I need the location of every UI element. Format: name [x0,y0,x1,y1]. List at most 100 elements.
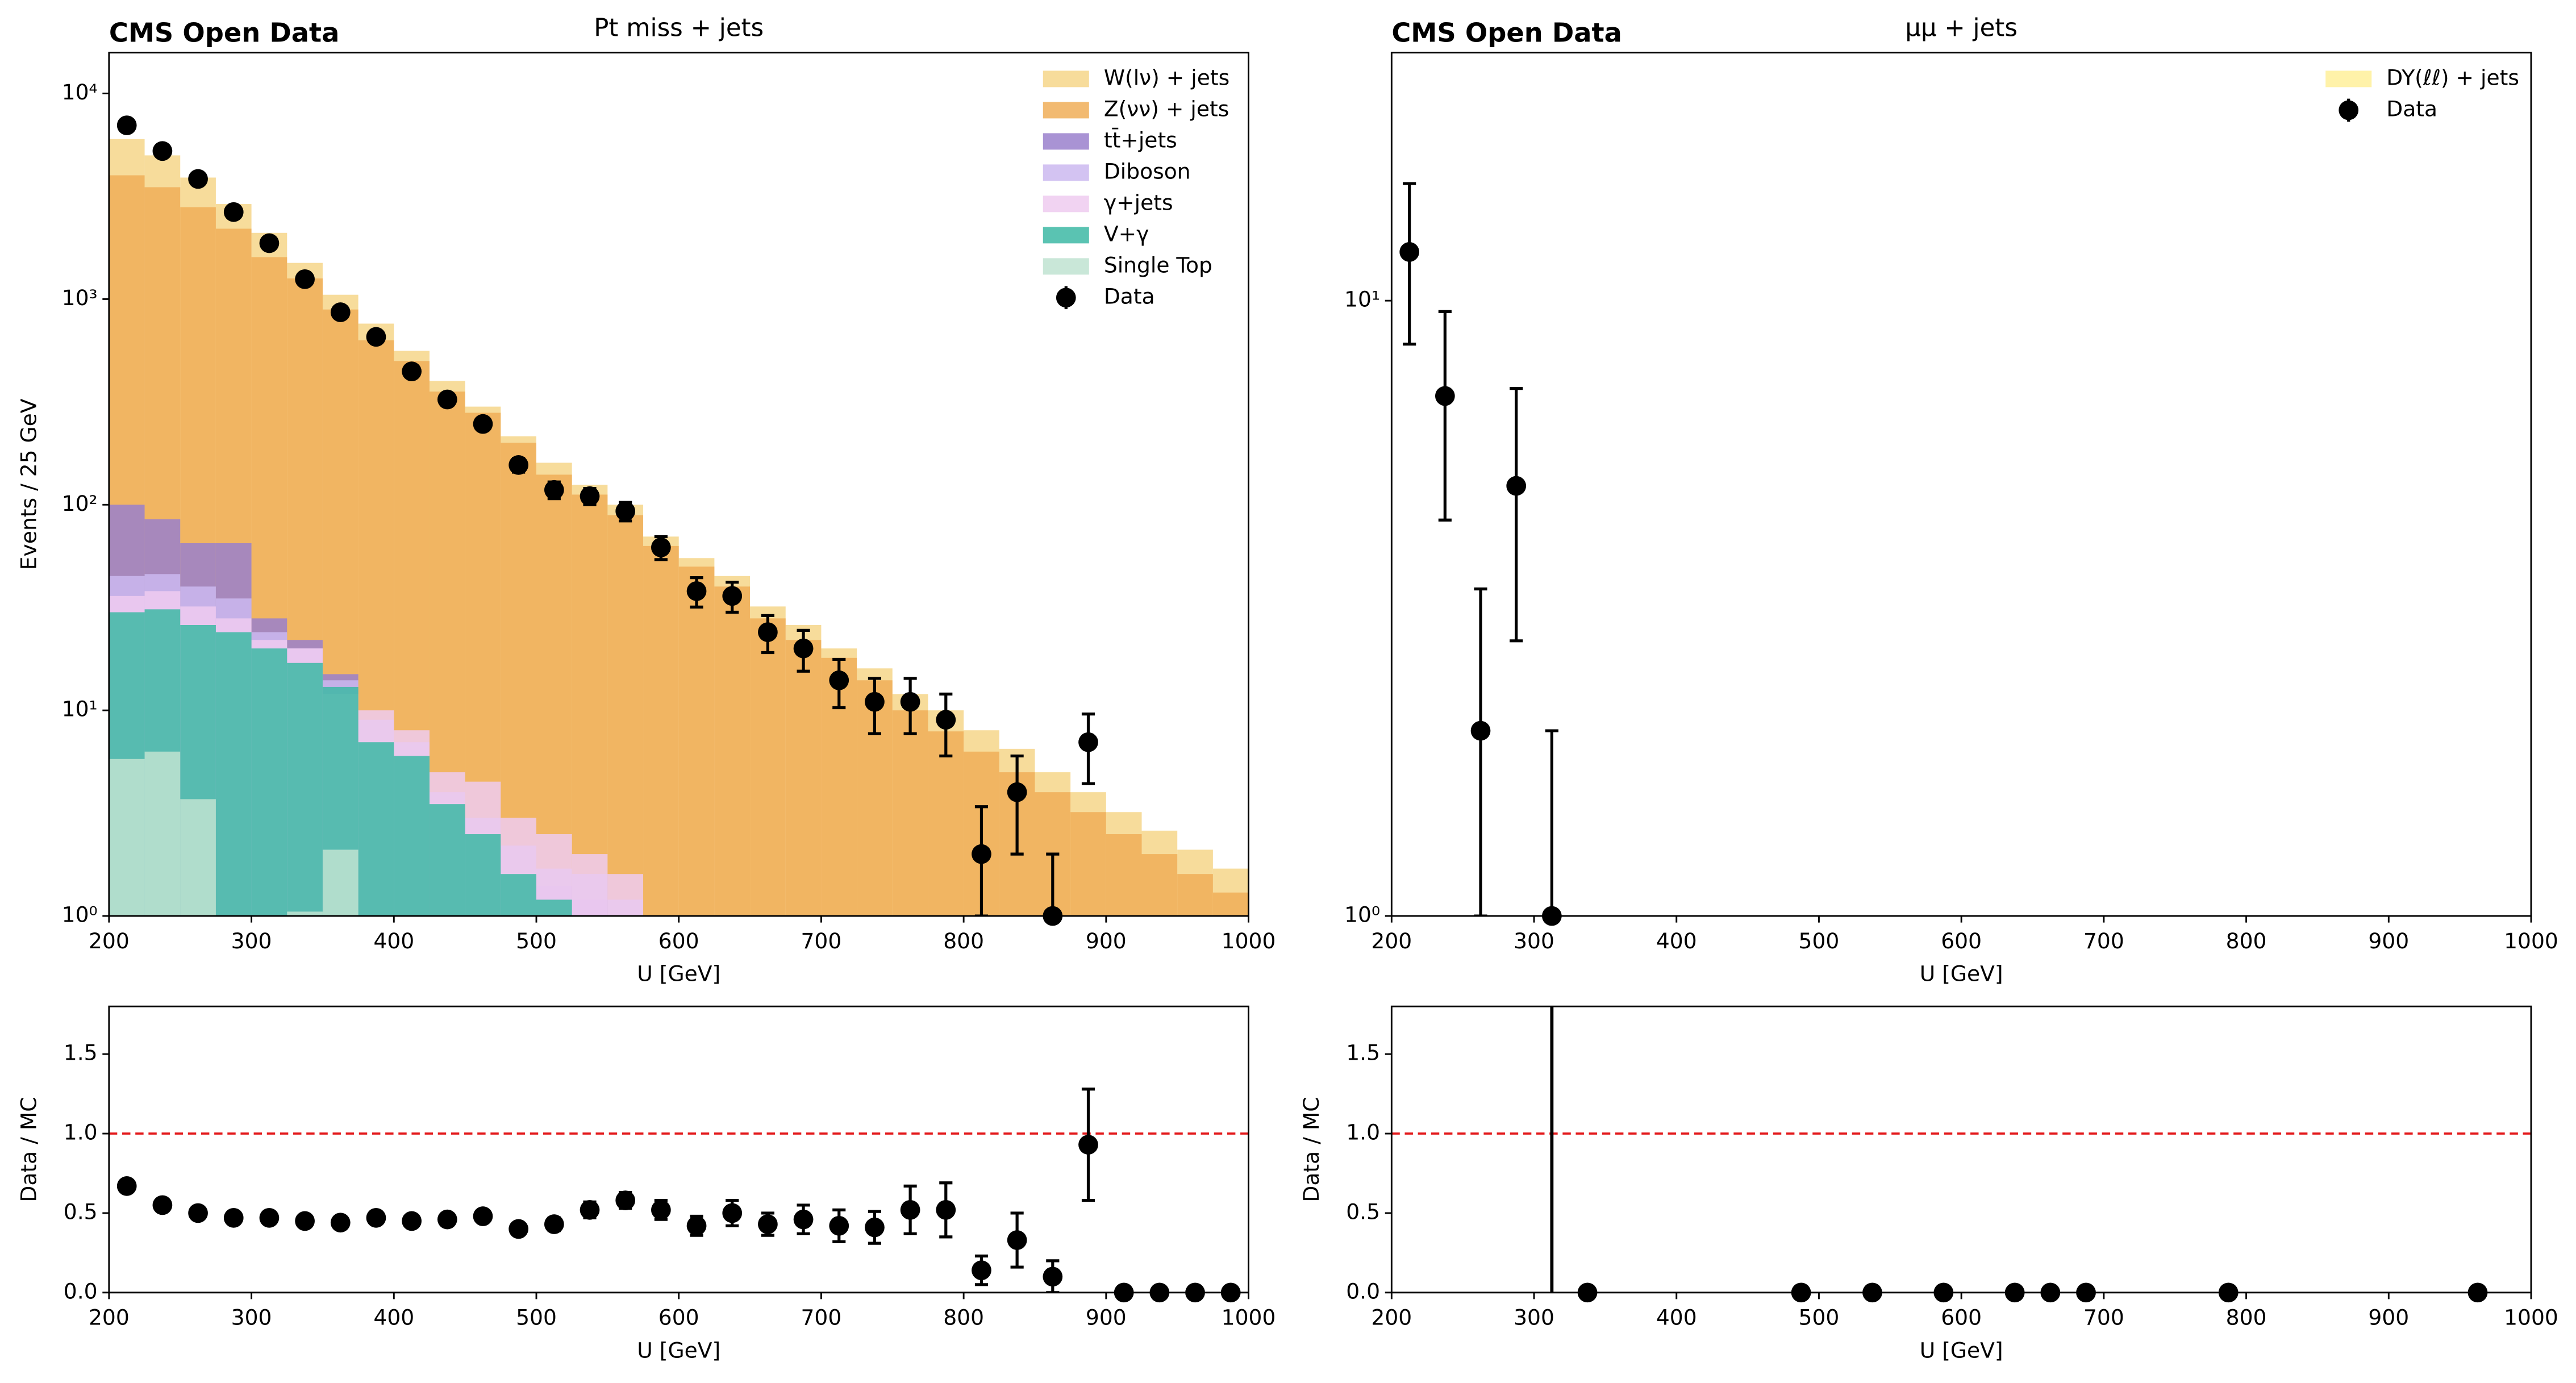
data-point [223,202,244,222]
data-point [580,1199,600,1220]
hist-bar [215,632,252,917]
x-tick-label: 700 [2083,1305,2124,1330]
data-point [651,538,671,557]
hist-bar [678,566,715,917]
hist-bar [928,731,964,917]
data-point [1399,242,1420,262]
y-tick-label: 10⁰ [1344,902,1380,927]
legend-swatch [1043,102,1089,119]
hist-bar [1177,874,1213,917]
y-tick-label: 10¹ [62,697,98,722]
y-axis-label: Events / 25 GeV [16,398,41,570]
hist-bar [287,663,323,917]
data-point [330,302,351,322]
x-tick-label: 900 [1086,928,1127,953]
data-point [437,389,457,410]
data-point [972,844,991,864]
x-tick-label: 300 [231,1305,272,1330]
hist-bar [750,618,786,917]
data-point [758,622,778,642]
data-point [722,586,743,606]
data-point [686,581,707,601]
data-point [580,486,600,506]
y-tick-label: 1.0 [64,1120,98,1145]
data-point [223,1207,244,1228]
plot-area [109,1088,1249,1293]
x-axis-label: U [GeV] [637,961,720,986]
y-axis-label: Data / MC [1299,1097,1324,1202]
hist-bar [358,742,394,917]
axes-frame [1390,52,2532,917]
data-point [972,1260,991,1281]
data-point [188,1203,208,1223]
x-tick-label: 400 [1656,1305,1697,1330]
hist-bar [572,494,608,917]
hist-bar [714,586,751,917]
error-bar [1510,387,1523,643]
x-axis-label: U [GeV] [637,1338,720,1363]
y-tick-label: 10⁴ [62,80,98,105]
legend-swatch [1043,258,1089,275]
hist-bar [501,874,537,917]
x-tick-label: 500 [1799,928,1840,953]
hist-bar [322,849,359,917]
chart-title: Pt miss + jets [594,14,764,43]
data-point [1043,1267,1063,1287]
x-tick-label: 1000 [1222,1305,1276,1330]
data-point [402,361,422,382]
legend-label: V+γ [1104,221,1149,246]
x-tick-label: 800 [2226,928,2267,953]
y-tick-label: 10⁰ [62,902,98,927]
hist-bar [1212,892,1249,917]
data-point [1078,732,1098,752]
data-point [1078,1135,1098,1155]
plot-area [109,123,1249,917]
x-tick-label: 600 [658,1305,699,1330]
legend-swatch [1043,195,1089,213]
plot-area [1391,1006,2531,1293]
chart-title: μμ + jets [1905,14,2018,43]
y-tick-label: 10¹ [1344,287,1380,312]
y-tick-label: 1.5 [64,1040,98,1065]
x-axis-label: U [GeV] [1920,1338,2003,1363]
data-point [188,169,208,189]
data-point [651,1199,671,1220]
hist-bar [572,854,608,917]
x-tick-label: 700 [801,1305,842,1330]
legend-label: Single Top [1104,252,1212,277]
legend-label: Data [2386,96,2437,121]
legend-label: γ+jets [1104,190,1173,215]
data-point [402,1211,422,1231]
x-tick-label: 400 [373,928,414,953]
x-axis-label: U [GeV] [1920,961,2003,986]
x-tick-label: 900 [1086,1305,1127,1330]
x-tick-label: 600 [1941,1305,1982,1330]
data-point [793,638,814,659]
data-point [116,115,137,135]
data-point [366,327,386,347]
data-point [865,1217,885,1238]
x-tick-label: 800 [943,1305,984,1330]
panel: 200 300 400 500 600 700 800 900 1000 10⁰ 10¹ U [GeV… [1344,14,2558,986]
data-point [544,480,564,500]
panel: 200 300 400 500 600 700 800 900 1000 10⁰ 10¹ 10² 10³… [16,14,1276,986]
legend-swatch [1043,164,1089,181]
data-point [330,1213,351,1233]
data-point [936,710,956,730]
hist-bar [394,756,430,917]
data-point [615,501,636,522]
error-bar [1046,852,1060,917]
legend-label: tt̄+jets [1104,127,1177,152]
hist-bar [607,515,644,917]
legend-swatch [1043,70,1089,88]
data-point [1470,720,1491,741]
x-tick-label: 200 [1371,1305,1412,1330]
x-tick-label: 700 [801,928,842,953]
data-point [295,269,315,289]
hist-bar [1070,812,1106,917]
y-tick-label: 1.0 [1346,1120,1380,1145]
x-tick-label: 300 [231,928,272,953]
axes-frame [108,1005,1249,1294]
legend-label: Data [1104,284,1155,309]
